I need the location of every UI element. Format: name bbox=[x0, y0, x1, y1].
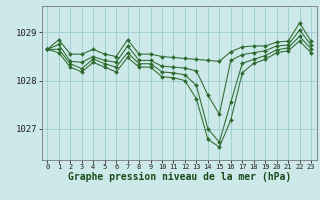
X-axis label: Graphe pression niveau de la mer (hPa): Graphe pression niveau de la mer (hPa) bbox=[68, 172, 291, 182]
